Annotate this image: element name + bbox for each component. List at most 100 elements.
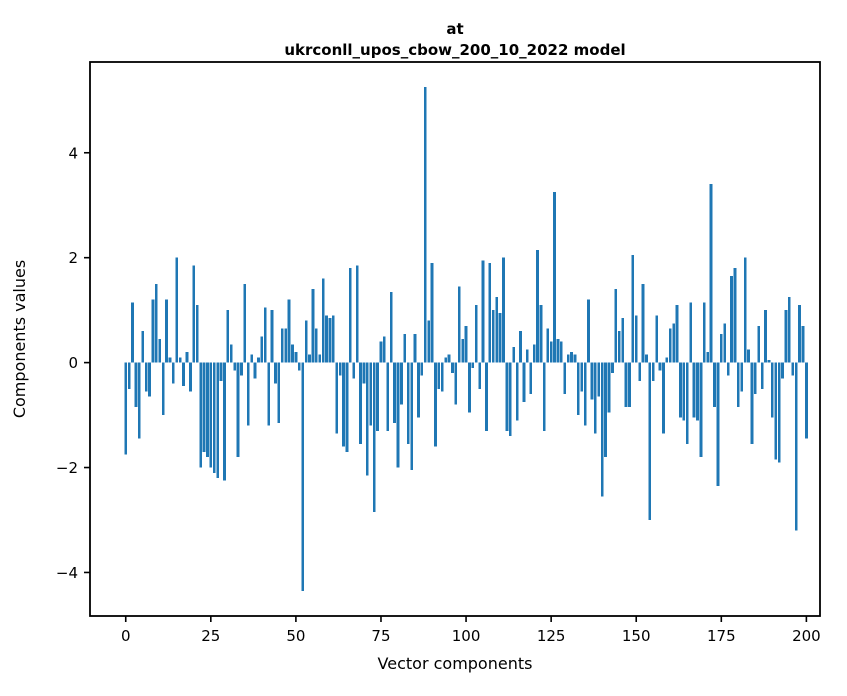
bar <box>784 310 788 363</box>
bar <box>805 362 808 439</box>
bar <box>607 362 611 413</box>
bar <box>454 362 458 405</box>
bar <box>434 362 437 447</box>
bar <box>764 310 767 363</box>
bar <box>202 362 206 452</box>
bar <box>699 362 703 458</box>
bar <box>628 362 631 408</box>
bar <box>478 362 482 389</box>
bar <box>206 362 209 458</box>
bar <box>250 354 254 363</box>
bar <box>539 304 543 363</box>
bar <box>297 362 301 371</box>
bar <box>165 299 168 363</box>
bar <box>696 362 699 421</box>
bar <box>212 362 216 473</box>
bar <box>770 362 774 418</box>
bar <box>665 357 669 363</box>
bar <box>471 362 475 368</box>
bar <box>502 257 505 363</box>
bar <box>141 331 145 363</box>
bar <box>668 328 672 363</box>
bar <box>508 362 512 437</box>
bar <box>226 310 230 363</box>
bar <box>733 268 737 363</box>
bar <box>679 362 682 418</box>
bar <box>423 87 427 363</box>
y-axis-tick-label: 0 <box>68 354 78 372</box>
bar <box>389 291 393 363</box>
y-axis-tick-label: −4 <box>56 564 78 582</box>
bar <box>427 320 430 363</box>
bar <box>743 257 747 363</box>
x-axis-tick-label: 100 <box>452 627 481 645</box>
bar <box>185 352 189 363</box>
bar <box>777 362 781 463</box>
bar <box>648 362 652 520</box>
bar <box>570 352 573 363</box>
bar <box>736 362 740 408</box>
bar <box>304 320 308 363</box>
bar <box>689 302 693 363</box>
bar <box>505 362 509 431</box>
bar <box>604 362 607 458</box>
bar <box>178 357 182 363</box>
bar <box>359 362 362 444</box>
bar <box>331 315 335 363</box>
bar <box>631 255 635 363</box>
bar <box>144 362 148 392</box>
bar <box>447 354 451 363</box>
bar <box>774 362 778 460</box>
bar <box>189 362 192 392</box>
bar <box>223 362 226 481</box>
bar <box>590 362 594 400</box>
bar <box>260 336 264 363</box>
bar <box>624 362 628 408</box>
bar <box>243 283 247 363</box>
bar <box>702 302 706 363</box>
bar <box>127 362 131 389</box>
bar <box>148 362 151 397</box>
bar <box>788 297 791 363</box>
x-axis-tick-label: 200 <box>792 627 821 645</box>
bar <box>464 325 468 363</box>
x-axis-tick-label: 50 <box>286 627 305 645</box>
bar <box>229 344 233 363</box>
bar <box>233 362 236 371</box>
bar <box>352 362 356 379</box>
bar <box>750 362 754 444</box>
bar <box>328 318 332 363</box>
bar <box>525 349 529 363</box>
bar <box>559 341 563 363</box>
bar <box>263 307 267 363</box>
bar <box>342 362 345 447</box>
bar <box>277 362 281 423</box>
bar <box>532 344 536 363</box>
bar <box>536 249 539 363</box>
bar <box>549 341 553 363</box>
bar <box>151 299 155 363</box>
bar <box>219 362 223 381</box>
bar <box>192 265 196 363</box>
bar <box>314 328 318 363</box>
bar <box>614 289 618 363</box>
x-axis-tick-label: 25 <box>201 627 220 645</box>
bar <box>355 265 359 363</box>
bar <box>760 362 764 389</box>
bar <box>498 312 502 363</box>
bar <box>369 362 373 426</box>
bar <box>155 283 158 363</box>
bar <box>216 362 219 479</box>
bar <box>440 362 444 392</box>
bar <box>195 304 199 363</box>
bar <box>675 304 679 363</box>
bar <box>781 362 784 379</box>
x-axis-tick-label: 0 <box>121 627 131 645</box>
bar <box>597 362 601 397</box>
x-axis-tick-label: 150 <box>622 627 651 645</box>
bar <box>634 315 638 363</box>
bar <box>158 339 162 363</box>
bar <box>685 362 689 444</box>
bar <box>437 362 441 389</box>
bar <box>308 354 311 363</box>
